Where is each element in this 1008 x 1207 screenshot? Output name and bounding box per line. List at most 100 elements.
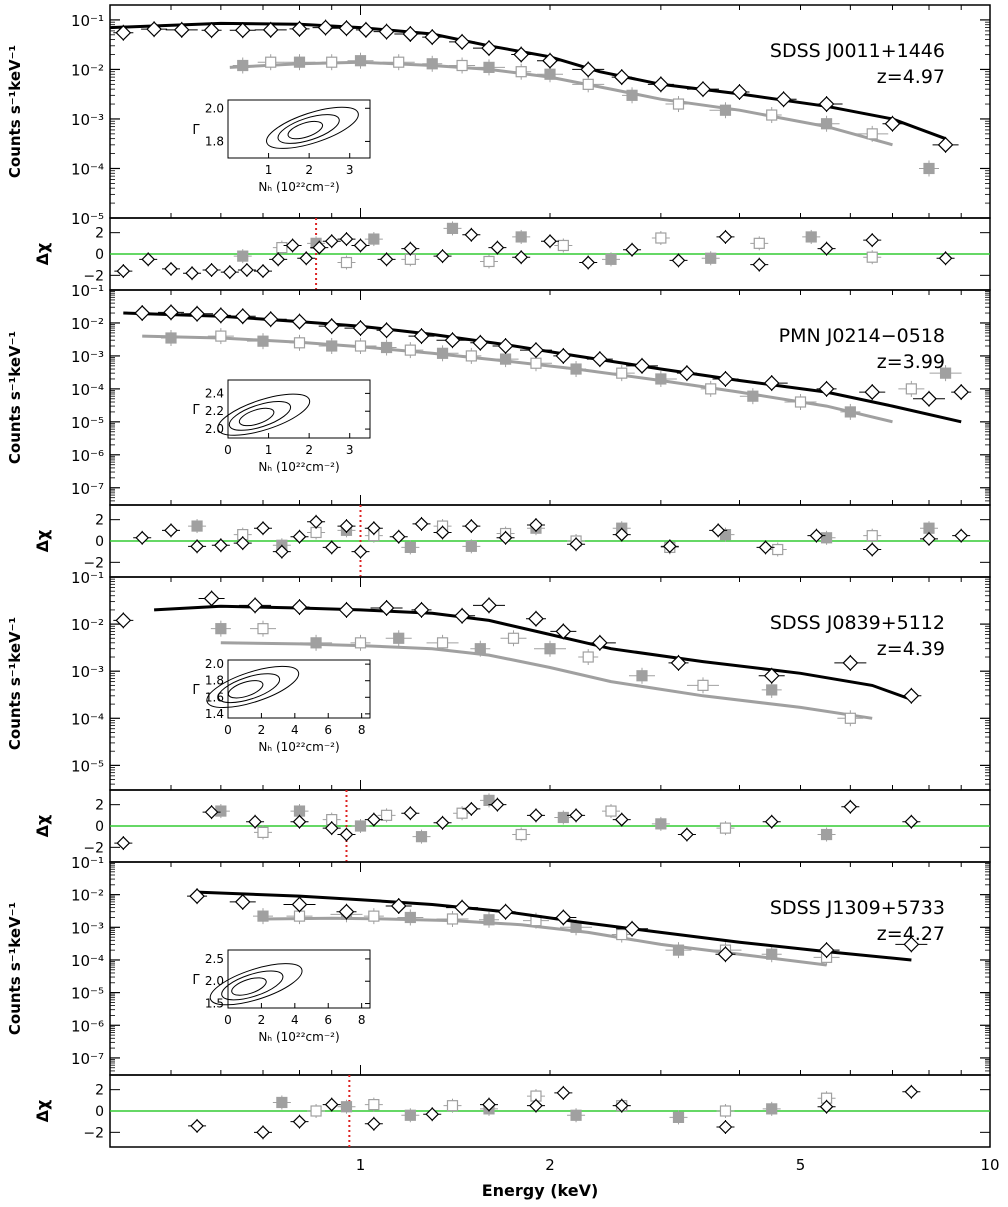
data-point-mos [719, 104, 732, 116]
data-point-pn [378, 322, 395, 339]
inset-x-label: Nₕ (10²²cm⁻²) [258, 740, 339, 754]
data-point-pn [317, 19, 334, 36]
y-tick-label: 10⁻³ [71, 919, 104, 937]
spectrum-panel-4: 10⁻¹ 10⁻² 10⁻³ 10⁻⁴ 10⁻⁵ 10⁻⁶ 10⁻⁷ Counts s⁻¹ke… [6, 854, 991, 1148]
residual-point-mos [866, 251, 878, 263]
data-point-pn [247, 597, 263, 614]
y-tick-label: 10⁻⁴ [71, 160, 104, 178]
data-point-pn [884, 115, 901, 132]
data-point-mos [368, 910, 380, 922]
residual-tick-label: 2 [95, 1083, 104, 1099]
y-tick-label: 10⁻⁷ [71, 1050, 104, 1068]
residual-point-mos [237, 250, 249, 262]
model-line-mos [220, 641, 873, 720]
residual-tick-label: 0 [95, 534, 104, 550]
residual-point-mos [257, 826, 269, 839]
residual-point-pn [339, 232, 354, 246]
residual-point-pn [752, 257, 767, 272]
confidence-contour [217, 673, 281, 704]
data-point-pn [472, 334, 489, 351]
residual-point-mos [276, 1096, 288, 1109]
data-point-pn [454, 899, 470, 916]
residual-point-mos [557, 811, 569, 824]
data-point-mos [844, 712, 856, 724]
residual-point-mos [404, 253, 416, 265]
data-point-mos [404, 911, 416, 924]
residual-point-pn [529, 1098, 543, 1113]
residual-point-mos [456, 807, 468, 819]
y-tick-label: 10⁻¹ [71, 12, 104, 30]
residual-point-pn [164, 262, 178, 276]
data-point-mos [257, 623, 269, 635]
data-point-pn [555, 623, 572, 640]
data-point-mos [456, 59, 468, 72]
residual-point-pn [819, 241, 834, 256]
y-tick-label: 10⁻³ [71, 111, 104, 129]
inset-x-tick-label: 8 [358, 1013, 366, 1027]
data-point-mos [544, 643, 556, 655]
data-point-pn [203, 590, 220, 607]
data-point-mos [293, 56, 306, 68]
data-point-mos [483, 914, 495, 926]
inset-x-tick-label: 4 [291, 723, 299, 737]
inset-y-tick-label: 1.8 [205, 674, 224, 688]
data-point-pn [542, 52, 558, 69]
data-point-pn [115, 612, 132, 629]
x-tick-label: 1 [356, 1156, 366, 1174]
x-tick-label: 2 [545, 1156, 555, 1174]
confidence-contour [206, 665, 300, 709]
inset-y-tick-label: 2.0 [205, 101, 224, 115]
residual-point-pn [938, 251, 953, 266]
residual-point-pn [543, 234, 557, 249]
confidence-contour [266, 106, 359, 149]
data-point-pn [481, 597, 497, 614]
residual-point-mos [753, 237, 765, 249]
inset-x-tick-label: 2 [305, 443, 313, 457]
y-axis-label: Counts s⁻¹keV⁻¹ [6, 331, 24, 464]
data-point-mos [820, 118, 833, 130]
data-point-pn [555, 348, 572, 364]
residual-point-mos [465, 540, 477, 552]
residual-point-pn [271, 252, 286, 267]
source-label: SDSS J1309+5733 [770, 897, 945, 919]
data-point-pn [444, 332, 461, 349]
data-point-pn [818, 96, 835, 112]
residual-point-mos [340, 1101, 353, 1113]
inset-x-label: Nₕ (10²²cm⁻²) [258, 180, 339, 194]
residual-panel-3: 2 0 −2 Δχ [33, 789, 991, 863]
residual-point-pn [366, 521, 381, 536]
inset-x-label: Nₕ (10²²cm⁻²) [258, 460, 339, 474]
residual-point-pn [292, 1114, 307, 1129]
data-point-mos [530, 357, 542, 369]
residual-point-pn [671, 253, 686, 268]
residual-point-pn [185, 266, 199, 281]
residual-point-pn [614, 1098, 629, 1113]
data-point-mos [923, 162, 935, 175]
residual-point-pn [529, 518, 543, 532]
inset-x-tick-label: 2 [305, 163, 313, 177]
residual-point-mos [655, 232, 667, 244]
data-point-mos [582, 78, 594, 90]
residual-tick-label: −2 [83, 268, 104, 284]
residual-point-pn [843, 799, 858, 814]
inset-frame [227, 379, 371, 439]
data-point-mos [436, 347, 449, 359]
residual-point-pn [711, 523, 726, 538]
data-point-mos [354, 637, 367, 649]
residual-point-pn [614, 527, 629, 542]
data-point-mos [636, 670, 648, 682]
data-point-mos [507, 632, 520, 644]
residual-point-pn [222, 265, 237, 279]
residual-tick-label: 0 [95, 1104, 104, 1120]
confidence-contour [227, 680, 264, 699]
residual-point-pn [190, 1119, 204, 1133]
residual-tick-label: 2 [95, 226, 104, 242]
residual-point-pn [569, 808, 583, 823]
residual-point-pn [581, 255, 596, 270]
residual-point-pn [758, 540, 773, 555]
data-point-mos [474, 643, 486, 655]
residual-tick-label: 0 [95, 247, 104, 263]
residual-point-pn [116, 264, 131, 278]
residual-point-pn [339, 827, 354, 842]
